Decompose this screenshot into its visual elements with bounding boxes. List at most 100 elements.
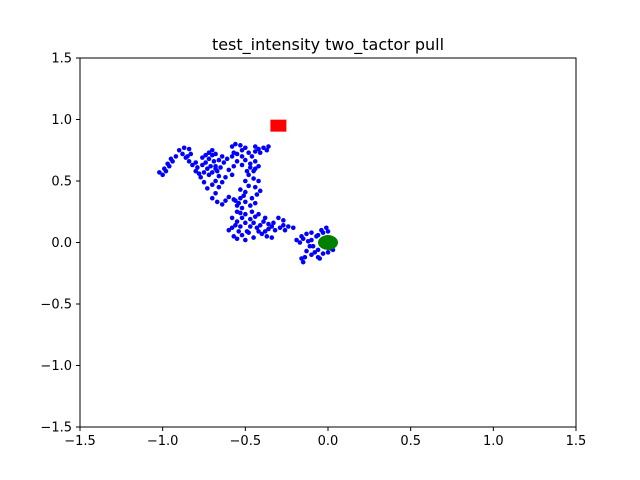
trajectory-point bbox=[281, 222, 286, 228]
trajectory-point bbox=[252, 200, 258, 206]
trajectory-point bbox=[254, 192, 260, 197]
trajectory-point bbox=[206, 150, 212, 156]
trajectory-point bbox=[165, 161, 170, 167]
trajectory-point bbox=[238, 187, 243, 192]
trajectory-point bbox=[160, 172, 165, 178]
trajectory-point bbox=[226, 227, 232, 233]
trajectory-point bbox=[243, 199, 248, 205]
trajectory-point bbox=[157, 170, 162, 175]
trajectory-point bbox=[190, 162, 195, 168]
trajectory-point bbox=[271, 220, 276, 226]
trajectory-point bbox=[213, 166, 218, 171]
trajectory-point bbox=[297, 240, 303, 245]
trajectory-point bbox=[239, 205, 245, 211]
trajectory-point bbox=[309, 252, 314, 258]
trajectory-point bbox=[193, 168, 199, 174]
trajectory-point bbox=[218, 165, 223, 170]
trajectory-point bbox=[282, 227, 288, 233]
x-tick-label: 0.5 bbox=[400, 434, 421, 449]
trajectory-point bbox=[277, 225, 283, 231]
trajectory-point bbox=[219, 179, 225, 185]
trajectory-point bbox=[314, 234, 319, 239]
trajectory-point bbox=[209, 195, 215, 201]
trajectory-point bbox=[252, 184, 258, 190]
trajectory-point bbox=[257, 150, 263, 156]
trajectory-point bbox=[257, 222, 263, 228]
trajectory-point bbox=[317, 256, 323, 261]
trajectory-point bbox=[256, 178, 261, 184]
trajectory-point bbox=[304, 248, 309, 254]
trajectory-point bbox=[256, 146, 261, 152]
trajectory-point bbox=[252, 166, 258, 171]
x-tick-label: 1.5 bbox=[566, 434, 587, 449]
trajectory-point bbox=[266, 221, 271, 227]
trajectory-point bbox=[238, 143, 243, 148]
trajectory-point bbox=[234, 159, 240, 164]
trajectory-point bbox=[243, 237, 248, 243]
trajectory-point bbox=[229, 215, 235, 221]
trajectory-point bbox=[231, 197, 237, 202]
target-square-marker bbox=[270, 119, 287, 132]
trajectory-point bbox=[239, 232, 245, 238]
trajectory-point bbox=[269, 224, 275, 229]
trajectory-point bbox=[201, 179, 207, 185]
trajectory-point bbox=[272, 227, 278, 233]
trajectory-point bbox=[266, 144, 271, 149]
chart-title: test_intensity two_tactor pull bbox=[212, 35, 444, 55]
trajectory-point bbox=[236, 229, 242, 234]
trajectory-point bbox=[214, 199, 220, 205]
trajectory-point bbox=[252, 144, 258, 149]
trajectory-point bbox=[193, 160, 199, 165]
trajectory-point bbox=[243, 189, 248, 195]
trajectory-point bbox=[299, 234, 304, 239]
y-tick-label: −1.0 bbox=[40, 359, 72, 374]
trajectory-point bbox=[186, 146, 192, 152]
trajectory-point bbox=[325, 229, 331, 234]
trajectory-point bbox=[264, 147, 270, 153]
trajectory-point bbox=[233, 222, 238, 228]
trajectory-point bbox=[247, 216, 253, 222]
trajectory-point bbox=[256, 229, 261, 234]
trajectory-point bbox=[234, 236, 240, 242]
trajectory-point bbox=[205, 166, 210, 171]
trajectory-point bbox=[226, 167, 232, 173]
trajectory-point bbox=[231, 163, 237, 169]
trajectory-point bbox=[312, 250, 318, 255]
trajectory-point bbox=[252, 159, 258, 164]
trajectory-point bbox=[229, 225, 235, 231]
axis-ticks: −1.5 −1.0 −0.5 0.0 0.5 1.0 1.5 −1.5 −1.0 −0.5 0.0 0… bbox=[40, 52, 586, 450]
trajectory-point bbox=[262, 229, 268, 234]
trajectory-point bbox=[234, 203, 240, 208]
trajectory-point bbox=[261, 145, 266, 151]
trajectory-point bbox=[256, 211, 261, 217]
trajectory-point bbox=[209, 170, 215, 175]
trajectory-point bbox=[310, 243, 316, 249]
trajectory-point bbox=[208, 163, 213, 169]
trajectory-point bbox=[209, 147, 215, 153]
trajectory-point bbox=[201, 170, 207, 175]
trajectory-point bbox=[211, 159, 217, 164]
trajectory-point bbox=[223, 175, 228, 180]
x-tick-label: 1.0 bbox=[483, 434, 504, 449]
trajectory-point bbox=[252, 149, 258, 154]
trajectory-point bbox=[249, 209, 255, 215]
trajectory-point bbox=[251, 220, 256, 226]
trajectory-point bbox=[213, 151, 218, 157]
trajectory-point bbox=[249, 154, 255, 159]
trajectory-point bbox=[300, 259, 306, 265]
trajectory-point bbox=[246, 172, 251, 178]
trajectory-point bbox=[168, 156, 174, 162]
trajectory-point bbox=[261, 219, 266, 224]
trajectory-point bbox=[195, 165, 200, 170]
trajectory-point bbox=[176, 147, 182, 153]
trajectory-point bbox=[281, 218, 286, 223]
trajectory-point bbox=[233, 141, 238, 147]
trajectory-point bbox=[213, 178, 218, 184]
trajectory-point bbox=[206, 172, 212, 178]
trajectory-point bbox=[244, 168, 250, 174]
trajectory-point bbox=[243, 178, 248, 184]
y-tick-label: −0.5 bbox=[40, 298, 72, 313]
trajectory-point bbox=[239, 215, 245, 221]
trajectory-point bbox=[305, 238, 311, 244]
trajectory-point bbox=[209, 182, 215, 187]
